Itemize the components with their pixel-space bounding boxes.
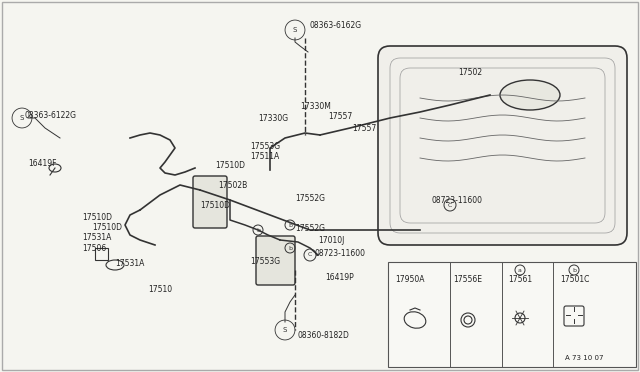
- Text: 17511A: 17511A: [250, 151, 279, 160]
- FancyBboxPatch shape: [193, 176, 227, 228]
- Text: 08363-6122G: 08363-6122G: [24, 110, 76, 119]
- Text: 17531A: 17531A: [82, 232, 111, 241]
- Text: C: C: [448, 202, 452, 208]
- Text: 17553G: 17553G: [250, 257, 280, 266]
- Text: 17506: 17506: [82, 244, 106, 253]
- Bar: [388, 262, 636, 367]
- Text: 17556E: 17556E: [453, 276, 482, 285]
- Text: 08723-11600: 08723-11600: [315, 248, 366, 257]
- Text: S: S: [293, 27, 297, 33]
- Text: 17553G: 17553G: [250, 141, 280, 151]
- Text: 17510D: 17510D: [92, 222, 122, 231]
- Text: 16419P: 16419P: [325, 273, 354, 282]
- Text: b: b: [288, 246, 292, 250]
- Text: 16419F: 16419F: [28, 158, 56, 167]
- Text: 17330M: 17330M: [300, 102, 331, 110]
- Text: 17510D: 17510D: [82, 212, 112, 221]
- Text: S: S: [20, 115, 24, 121]
- Text: b: b: [572, 267, 576, 273]
- Ellipse shape: [500, 80, 560, 110]
- Text: 17510: 17510: [148, 285, 172, 295]
- Text: b: b: [288, 222, 292, 228]
- Text: 17552G: 17552G: [295, 224, 325, 232]
- Text: 17950A: 17950A: [395, 276, 424, 285]
- Text: 08360-8182D: 08360-8182D: [298, 331, 350, 340]
- FancyBboxPatch shape: [378, 46, 627, 245]
- Text: 17552G: 17552G: [295, 193, 325, 202]
- Text: 17502B: 17502B: [218, 180, 247, 189]
- Text: 17501C: 17501C: [560, 276, 589, 285]
- Text: 08363-6162G: 08363-6162G: [310, 20, 362, 29]
- Text: C: C: [308, 253, 312, 257]
- Text: 17557: 17557: [328, 112, 352, 121]
- Text: 17330G: 17330G: [258, 113, 288, 122]
- Text: 17510D: 17510D: [200, 201, 230, 209]
- Text: 17510D: 17510D: [215, 160, 245, 170]
- Text: 17010J: 17010J: [318, 235, 344, 244]
- Text: 17502: 17502: [458, 67, 482, 77]
- Text: a: a: [518, 267, 522, 273]
- Text: A 73 10 07: A 73 10 07: [565, 355, 604, 361]
- Text: 17531A: 17531A: [115, 259, 145, 267]
- Text: 17557: 17557: [352, 124, 376, 132]
- Text: b: b: [256, 228, 260, 232]
- Text: 08723-11600: 08723-11600: [432, 196, 483, 205]
- FancyBboxPatch shape: [256, 236, 295, 285]
- Text: 17561: 17561: [508, 276, 532, 285]
- Text: S: S: [283, 327, 287, 333]
